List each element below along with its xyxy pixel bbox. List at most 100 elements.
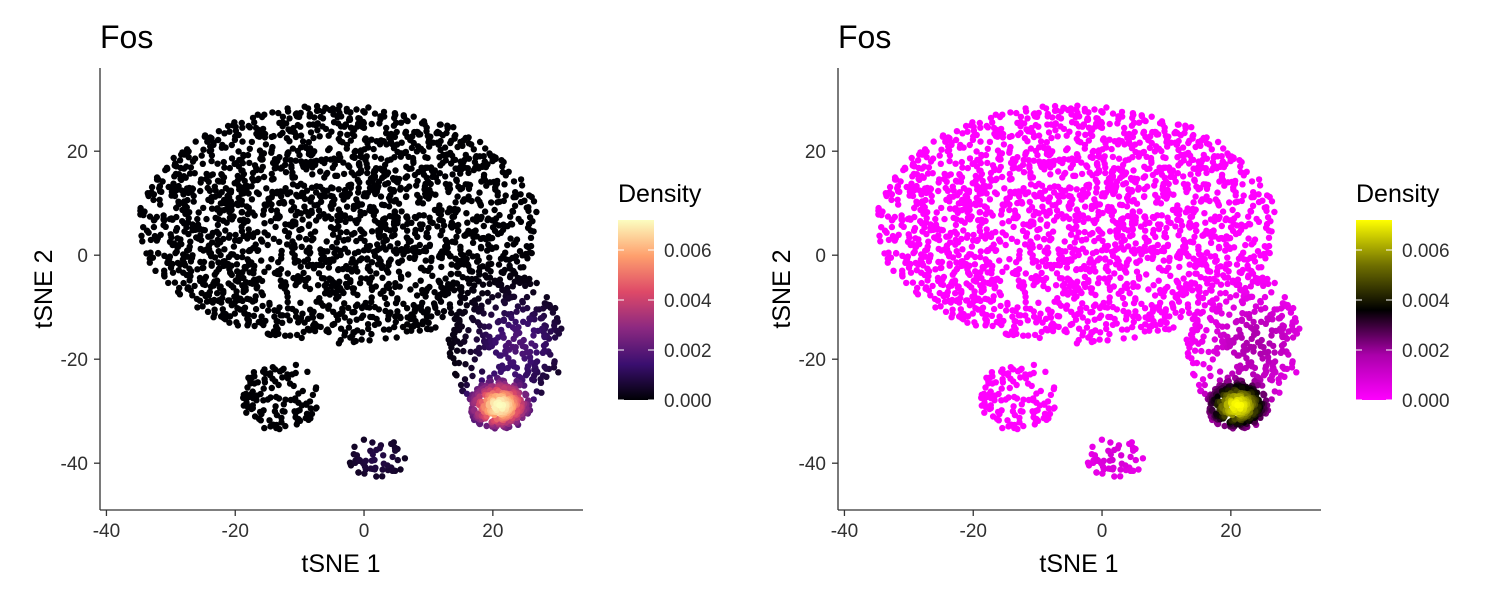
data-point [1056,324,1062,330]
data-point [1170,192,1176,198]
y-tick-label: 20 [67,142,88,163]
data-point [365,144,371,150]
data-point [1150,282,1156,288]
data-point [437,162,443,168]
data-point [997,303,1003,309]
data-point [1084,324,1090,330]
data-point [398,276,404,282]
data-point [501,181,507,187]
data-point [291,383,297,389]
data-point [353,338,359,344]
data-point [1045,286,1051,292]
data-point [265,232,271,238]
data-point [518,199,524,205]
data-point [945,188,951,194]
data-point [282,162,288,168]
data-point [1143,271,1149,277]
data-point [300,270,306,276]
data-point [276,214,282,220]
data-point [369,439,375,445]
data-point [427,243,433,249]
data-point [318,313,324,319]
data-point [908,270,914,276]
data-point [503,172,509,178]
data-point [261,220,267,226]
scatter-points [137,103,564,480]
data-point [176,285,182,291]
data-point [303,236,309,242]
data-point [1035,300,1041,306]
data-point [276,426,282,432]
data-point [1014,426,1020,432]
data-point [1050,228,1056,234]
data-point [1017,130,1023,136]
data-point [394,297,400,303]
data-point [335,317,341,323]
data-point [469,268,475,274]
data-point [1151,182,1157,188]
data-point [250,405,256,411]
data-point [420,200,426,206]
data-point [519,351,525,357]
data-point [999,174,1005,180]
data-point [1051,405,1057,411]
data-point [1074,279,1080,285]
data-point [245,190,251,196]
data-point [1180,275,1186,281]
data-point [1136,276,1142,282]
data-point [1116,193,1122,199]
data-point [1163,268,1169,274]
data-point [1043,256,1049,262]
data-point [940,227,946,233]
data-point [1017,320,1023,326]
data-point [1203,170,1209,176]
data-point [525,208,531,214]
data-point [351,444,357,450]
data-point [445,209,451,215]
data-point [528,235,534,241]
data-point [279,320,285,326]
data-point [268,150,274,156]
data-point [1050,162,1056,168]
data-point [519,182,525,188]
data-point [1038,388,1044,394]
data-point [990,297,996,303]
legend-tick-label: 0.006 [664,241,712,262]
data-point [522,283,528,289]
data-point [1055,133,1061,139]
data-point [469,373,475,379]
data-point [1266,235,1272,241]
data-point [1208,240,1214,246]
data-point [1037,244,1043,250]
data-point [964,320,970,326]
data-point [1130,226,1136,232]
data-point [1174,154,1180,160]
data-point [981,410,987,416]
data-point [1161,257,1167,263]
data-point [1038,270,1044,276]
data-point [1048,309,1054,315]
data-point [993,176,999,182]
data-point [480,282,486,288]
data-point [386,203,392,209]
data-point [355,189,361,195]
data-point [1248,194,1254,200]
data-point [1114,320,1120,326]
data-point [500,270,506,276]
data-point [948,171,954,177]
data-point [312,228,318,234]
data-point [421,212,427,218]
data-point [1151,215,1157,221]
data-point [954,128,960,134]
data-point [889,224,895,230]
data-point [1000,379,1006,385]
data-point [1064,264,1070,270]
data-point [389,454,395,460]
data-point [399,257,405,263]
plot-title: Fos [100,19,153,55]
data-point [397,186,403,192]
data-point [930,155,936,161]
data-point [1149,114,1155,120]
data-point [371,457,377,463]
data-point [941,216,947,222]
